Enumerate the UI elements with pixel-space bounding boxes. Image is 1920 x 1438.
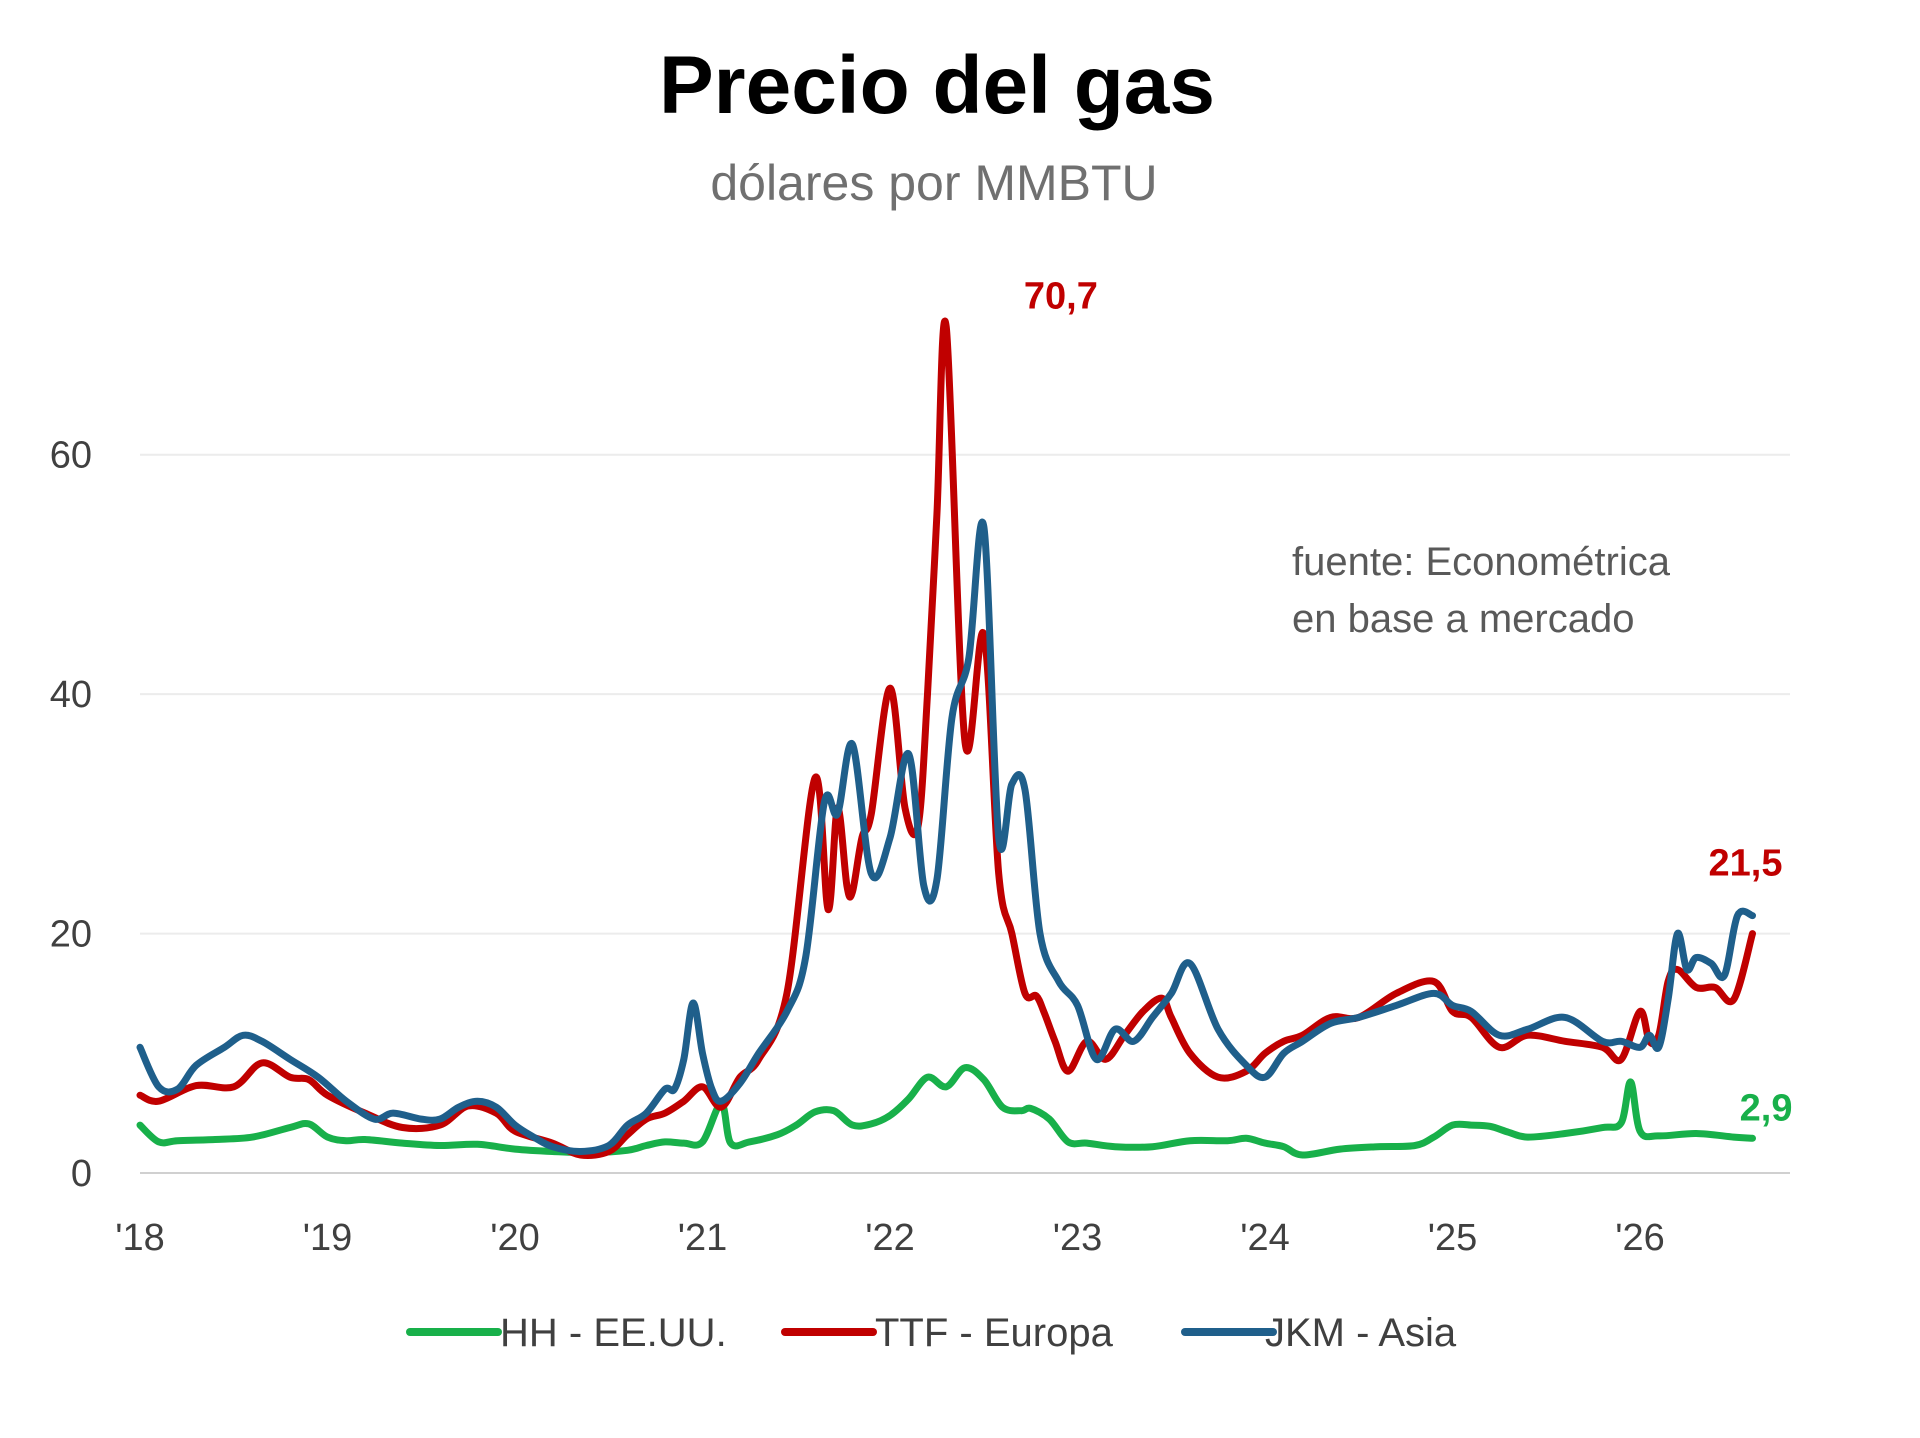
x-tick-label: '26 [1615, 1217, 1665, 1259]
x-tick-label: '23 [1053, 1217, 1103, 1259]
chart-subtitle: dólares por MMBTU [710, 155, 1157, 211]
data-label-hh: 2,9 [1740, 1087, 1793, 1129]
y-axis-ticks: 0 20 40 60 [50, 435, 92, 1195]
x-tick-label: '19 [303, 1217, 353, 1259]
y-tick-label: 0 [71, 1153, 92, 1195]
gridlines [140, 453, 1790, 1174]
legend-label-jkm: JKM - Asia [1265, 1311, 1457, 1355]
source-note-line-1: fuente: Econométrica [1292, 540, 1671, 584]
source-note-line-2: en base a mercado [1292, 597, 1634, 641]
series-line-hh [136, 1064, 1756, 1159]
x-tick-label: '24 [1240, 1217, 1290, 1259]
y-tick-label: 20 [50, 914, 92, 956]
x-axis-ticks: '18 '19 '20 '21 '22 '23 '24 '25 '26 [115, 1217, 1665, 1259]
legend: HH - EE.UU. TTF - Europa JKM - Asia [406, 1311, 1457, 1355]
x-tick-label: '21 [678, 1217, 728, 1259]
chart-title: Precio del gas [659, 40, 1215, 131]
y-tick-label: 60 [50, 435, 92, 477]
x-tick-label: '20 [490, 1217, 540, 1259]
series-line-jkm [136, 518, 1756, 1156]
series-lines [136, 317, 1756, 1160]
legend-label-hh: HH - EE.UU. [500, 1311, 727, 1355]
data-labels: 70,7 21,5 2,9 [1024, 276, 1793, 1130]
data-label-ttf: 70,7 [1024, 276, 1098, 318]
x-tick-label: '18 [115, 1217, 165, 1259]
x-tick-label: '25 [1428, 1217, 1478, 1259]
legend-label-ttf: TTF - Europa [875, 1311, 1114, 1355]
data-label-ttf: 21,5 [1709, 843, 1783, 885]
y-tick-label: 40 [50, 674, 92, 716]
x-tick-label: '22 [865, 1217, 915, 1259]
